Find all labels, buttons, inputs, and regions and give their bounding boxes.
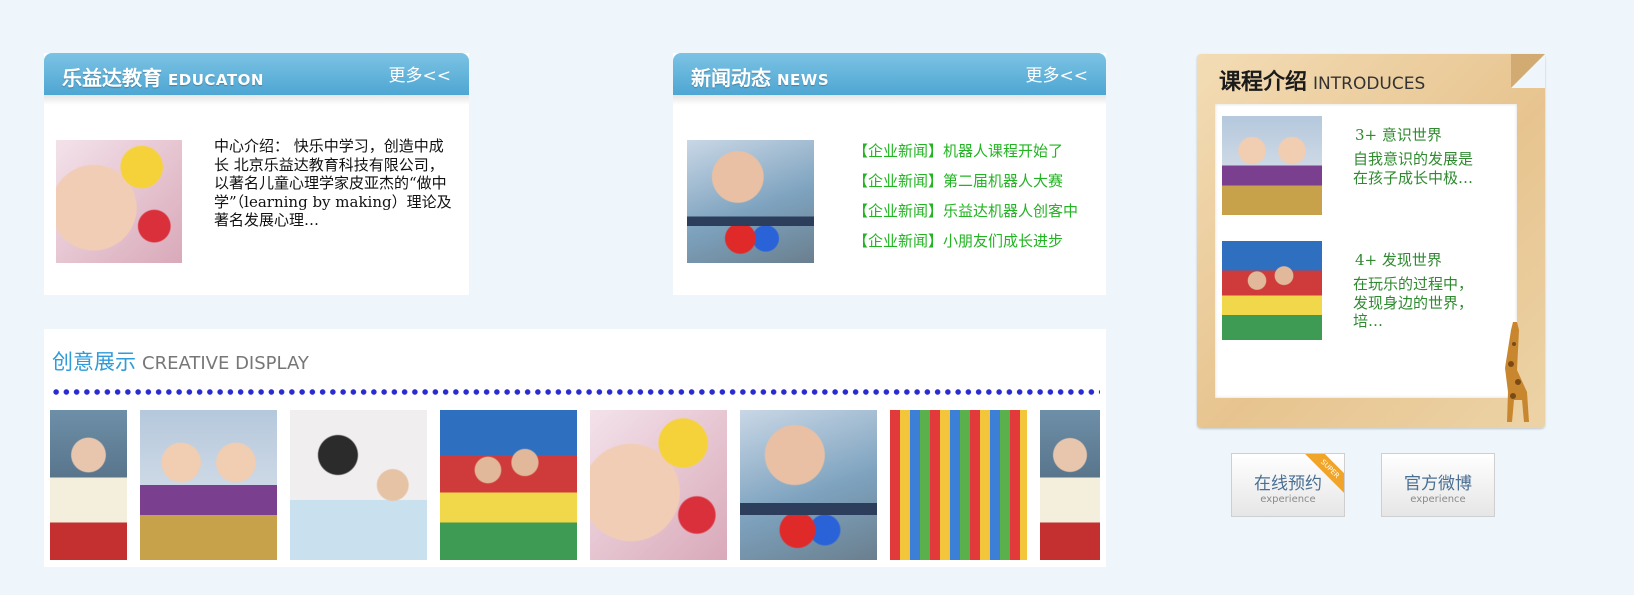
gallery-photo[interactable]	[440, 410, 577, 560]
gallery-photo[interactable]	[50, 410, 127, 560]
gallery-photo[interactable]	[1040, 410, 1100, 560]
course-content: 3+ 意识世界 自我意识的发展是在孩子成长中极… 4+ 发现世界 在玩乐的过程中…	[1215, 104, 1517, 398]
giraffe-illustration	[1505, 322, 1529, 422]
booking-label: 在线预约	[1254, 474, 1322, 494]
course-item-title[interactable]: 3+ 意识世界	[1355, 126, 1442, 144]
education-title-en: EDUCATON	[168, 71, 264, 89]
online-booking-button[interactable]: 在线预约 experience SUPER	[1231, 453, 1345, 517]
course-title-en: INTRODUCES	[1313, 74, 1426, 94]
course-panel: 课程介绍 INTRODUCES 3+ 意识世界 自我意识的发展是在孩子成长中极… …	[1197, 54, 1545, 428]
education-panel: 乐益达教育 EDUCATON 更多<< 中心介绍： 快乐中学习，创造中成长 北京乐…	[44, 53, 469, 295]
education-title: 乐益达教育 EDUCATON	[62, 66, 264, 90]
news-more-link[interactable]: 更多<<	[1025, 66, 1089, 86]
dotted-divider	[51, 388, 1100, 396]
course-item-desc: 在玩乐的过程中，发现身边的世界，培…	[1353, 275, 1474, 330]
gallery-photo[interactable]	[590, 410, 727, 560]
weibo-label: 官方微博	[1404, 474, 1472, 494]
education-intro-text[interactable]: 中心介绍： 快乐中学习，创造中成长 北京乐益达教育科技有限公司，以著名儿童心理学…	[214, 137, 452, 229]
creative-title-en: CREATIVE DISPLAY	[142, 353, 309, 374]
news-title-en: NEWS	[777, 71, 830, 89]
course-item-desc: 自我意识的发展是在孩子成长中极…	[1353, 150, 1474, 187]
news-photo[interactable]	[687, 140, 814, 263]
booking-sub-label: experience	[1260, 494, 1316, 505]
news-header: 新闻动态 NEWS 更多<<	[673, 53, 1106, 95]
news-panel: 新闻动态 NEWS 更多<< 【企业新闻】机器人课程开始了 【企业新闻】第二届机器…	[673, 53, 1106, 295]
gallery-photo[interactable]	[290, 410, 427, 560]
education-header: 乐益达教育 EDUCATON 更多<<	[44, 53, 469, 95]
news-list: 【企业新闻】机器人课程开始了 【企业新闻】第二届机器人大赛 【企业新闻】乐益达机…	[853, 141, 1078, 261]
education-more-link[interactable]: 更多<<	[388, 66, 452, 86]
news-item[interactable]: 【企业新闻】第二届机器人大赛	[853, 172, 1064, 190]
news-item[interactable]: 【企业新闻】小朋友们成长进步	[853, 232, 1064, 250]
education-header-shadow	[44, 95, 469, 105]
gallery-photo[interactable]	[890, 410, 1027, 560]
news-item[interactable]: 【企业新闻】机器人课程开始了	[853, 142, 1064, 160]
education-photo[interactable]	[56, 140, 182, 263]
gallery-photo[interactable]	[140, 410, 277, 560]
course-photo-3plus[interactable]	[1222, 116, 1322, 215]
course-title: 课程介绍 INTRODUCES	[1219, 70, 1426, 95]
weibo-sub-label: experience	[1410, 494, 1466, 505]
course-item-title[interactable]: 4+ 发现世界	[1355, 251, 1442, 269]
creative-panel: 创意展示 CREATIVE DISPLAY	[44, 329, 1106, 567]
creative-title: 创意展示 CREATIVE DISPLAY	[52, 350, 309, 374]
news-title: 新闻动态 NEWS	[691, 66, 830, 90]
paper-fold-corner	[1511, 54, 1545, 88]
news-item[interactable]: 【企业新闻】乐益达机器人创客中	[853, 202, 1079, 220]
news-header-shadow	[673, 95, 1106, 105]
gallery-photo[interactable]	[740, 410, 877, 560]
course-photo-4plus[interactable]	[1222, 241, 1322, 340]
official-weibo-button[interactable]: 官方微博 experience	[1381, 453, 1495, 517]
